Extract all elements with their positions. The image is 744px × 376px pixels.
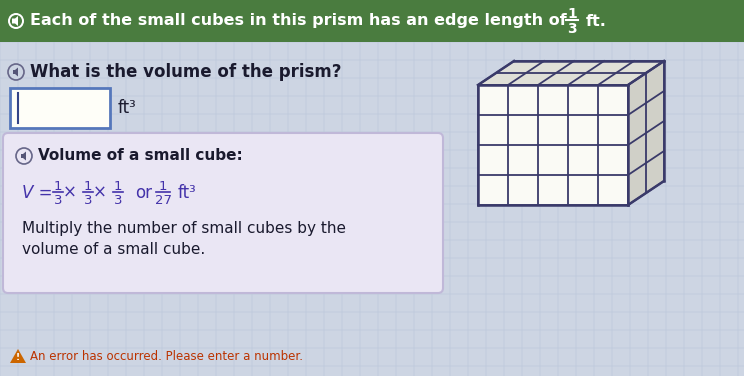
Circle shape [8, 13, 24, 29]
FancyBboxPatch shape [10, 88, 110, 128]
Text: 1: 1 [54, 179, 62, 193]
FancyBboxPatch shape [3, 133, 443, 293]
Text: Each of the small cubes in this prism has an edge length of: Each of the small cubes in this prism ha… [30, 14, 567, 29]
Text: ×: × [93, 184, 107, 202]
Text: 3: 3 [114, 194, 122, 206]
Text: 3: 3 [84, 194, 92, 206]
Text: or: or [135, 184, 152, 202]
Polygon shape [478, 61, 664, 85]
Text: What is the volume of the prism?: What is the volume of the prism? [30, 63, 341, 81]
Polygon shape [628, 61, 664, 205]
Text: ft³: ft³ [118, 99, 137, 117]
Circle shape [10, 15, 22, 27]
Bar [478, 85, 628, 205]
Circle shape [8, 64, 24, 80]
Text: !: ! [16, 353, 20, 362]
Text: ft³: ft³ [178, 184, 196, 202]
Polygon shape [10, 349, 26, 363]
Text: V =: V = [22, 184, 53, 202]
Text: 1: 1 [567, 7, 577, 21]
Text: 1: 1 [114, 179, 122, 193]
Text: An error has occurred. Please enter a number.: An error has occurred. Please enter a nu… [30, 350, 303, 362]
Text: ×: × [63, 184, 77, 202]
Text: ft.: ft. [586, 14, 607, 29]
Text: volume of a small cube.: volume of a small cube. [22, 243, 205, 258]
Text: Volume of a small cube:: Volume of a small cube: [38, 149, 243, 164]
Bar [0, 0, 744, 42]
Polygon shape [13, 68, 18, 76]
Circle shape [16, 148, 32, 164]
Polygon shape [12, 16, 18, 26]
Text: Multiply the number of small cubes by the: Multiply the number of small cubes by th… [22, 220, 346, 235]
Text: 3: 3 [567, 22, 577, 36]
Text: 1: 1 [158, 179, 167, 193]
Text: 3: 3 [54, 194, 62, 206]
Polygon shape [21, 152, 26, 161]
Text: 27: 27 [155, 194, 172, 206]
Text: 1: 1 [84, 179, 92, 193]
